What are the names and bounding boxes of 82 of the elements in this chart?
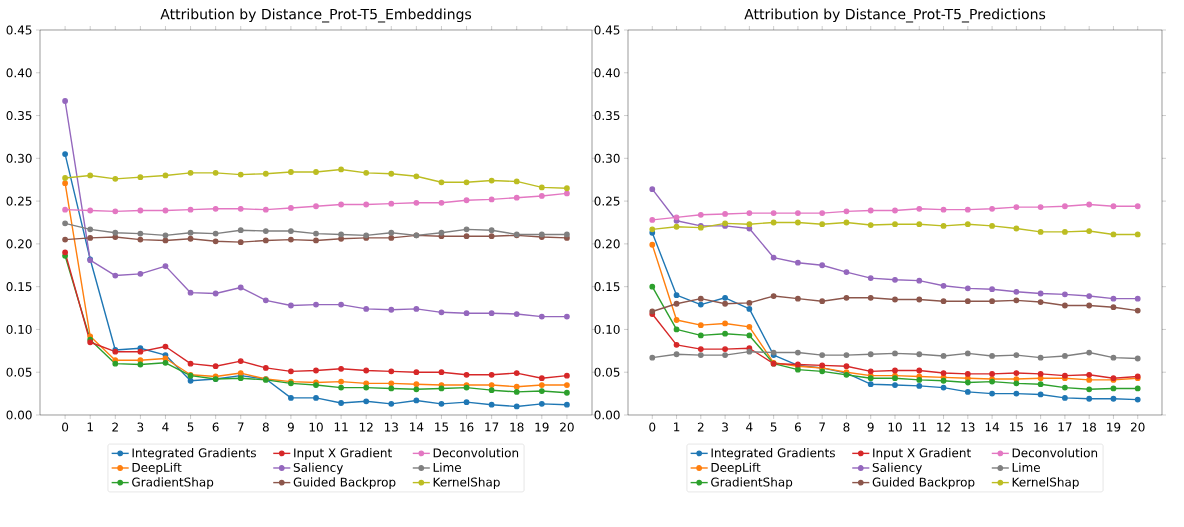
y-tick-label: 0.40 xyxy=(6,68,32,78)
y-tick-label: 0.30 xyxy=(594,153,620,163)
legend-label: Lime xyxy=(1012,462,1040,472)
x-tick-label: 17 xyxy=(1058,422,1072,432)
y-tick-label: 0.40 xyxy=(594,68,620,78)
y-tick-label: 0.45 xyxy=(594,25,620,35)
y-tick-label: 0.20 xyxy=(594,239,620,249)
x-tick-label: 7 xyxy=(237,422,244,432)
x-tick-label: 3 xyxy=(722,422,728,432)
legend-label: DeepLift xyxy=(711,462,761,475)
x-tick-label: 2 xyxy=(697,422,704,432)
legend-label: Deconvolution xyxy=(1012,448,1098,458)
x-tick-label: 10 xyxy=(309,422,323,432)
x-tick-label: 19 xyxy=(535,422,549,432)
y-tick-label: 0.35 xyxy=(594,111,620,121)
legend-label: Integrated Gradients xyxy=(711,448,835,460)
legend-label: GradientShap xyxy=(132,477,214,489)
x-tick-label: 1 xyxy=(674,422,680,432)
y-tick-label: 0.45 xyxy=(6,25,32,35)
y-tick-label: 0.25 xyxy=(594,196,620,206)
legend-label: Guided Backprop xyxy=(872,477,975,489)
x-tick-label: 20 xyxy=(1130,422,1145,432)
x-tick-label: 11 xyxy=(334,422,348,432)
y-tick-label: 0.00 xyxy=(594,410,620,420)
x-tick-label: 11 xyxy=(912,422,926,432)
y-tick-label: 0.00 xyxy=(6,410,32,420)
x-tick-label: 1 xyxy=(87,422,93,432)
x-tick-label: 19 xyxy=(1107,422,1121,432)
x-tick-label: 9 xyxy=(287,422,294,432)
legend-label: Deconvolution xyxy=(433,448,519,458)
x-tick-label: 10 xyxy=(888,422,902,432)
y-tick-label: 0.25 xyxy=(6,196,32,206)
x-tick-label: 9 xyxy=(867,422,874,432)
x-tick-label: 20 xyxy=(560,422,574,432)
x-tick-label: 14 xyxy=(410,422,424,432)
x-tick-label: 8 xyxy=(843,422,850,432)
y-tick-label: 0.20 xyxy=(6,239,32,249)
x-tick-label: 18 xyxy=(510,422,524,432)
x-tick-label: 5 xyxy=(187,422,194,432)
x-tick-label: 13 xyxy=(961,422,975,432)
legend-label: DeepLift xyxy=(132,462,182,475)
x-tick-label: 6 xyxy=(794,422,801,432)
legend-label: Saliency xyxy=(872,462,922,475)
legend-label: Guided Backprop xyxy=(293,477,396,489)
legend-label: KernelShap xyxy=(1012,477,1079,489)
legend-label: KernelShap xyxy=(433,477,500,489)
x-tick-label: 2 xyxy=(112,422,118,432)
x-tick-label: 13 xyxy=(384,422,398,432)
x-tick-label: 4 xyxy=(746,422,753,432)
x-tick-label: 12 xyxy=(937,422,950,432)
y-tick-label: 0.30 xyxy=(6,153,32,163)
x-tick-label: 0 xyxy=(649,422,656,432)
chart-title: Attribution by Distance_Prot-T5_Predictions xyxy=(744,8,1046,23)
legend-label: Lime xyxy=(433,462,461,472)
legend-label: Input X Gradient xyxy=(294,448,392,460)
y-tick-label: 0.05 xyxy=(6,367,32,377)
x-tick-label: 4 xyxy=(162,422,169,432)
y-tick-label: 0.05 xyxy=(594,367,620,377)
legend-label: GradientShap xyxy=(711,477,793,489)
x-tick-label: 6 xyxy=(212,422,219,432)
x-tick-label: 5 xyxy=(770,422,777,432)
x-tick-label: 7 xyxy=(819,422,825,432)
y-tick-label: 0.10 xyxy=(6,324,32,334)
x-tick-label: 15 xyxy=(435,422,449,432)
x-tick-label: 0 xyxy=(62,422,69,432)
y-tick-label: 0.15 xyxy=(594,282,620,292)
chart-title: Attribution by Distance_Prot-T5_Embeddings xyxy=(160,8,472,23)
legend-label: Saliency xyxy=(293,462,343,475)
x-tick-label: 16 xyxy=(460,422,474,432)
x-tick-label: 16 xyxy=(1034,422,1048,432)
x-tick-label: 17 xyxy=(485,422,499,432)
y-tick-label: 0.15 xyxy=(6,282,32,292)
y-tick-label: 0.35 xyxy=(6,111,32,121)
legend-label: Integrated Gradients xyxy=(132,448,256,460)
x-tick-label: 14 xyxy=(985,422,1000,432)
x-tick-label: 12 xyxy=(359,422,373,432)
x-tick-label: 8 xyxy=(262,422,269,432)
x-tick-label: 3 xyxy=(137,422,144,432)
legend-label: Input X Gradient xyxy=(873,448,971,460)
x-tick-label: 18 xyxy=(1082,422,1096,432)
x-tick-label: 15 xyxy=(1010,422,1023,432)
y-tick-label: 0.10 xyxy=(594,324,620,334)
